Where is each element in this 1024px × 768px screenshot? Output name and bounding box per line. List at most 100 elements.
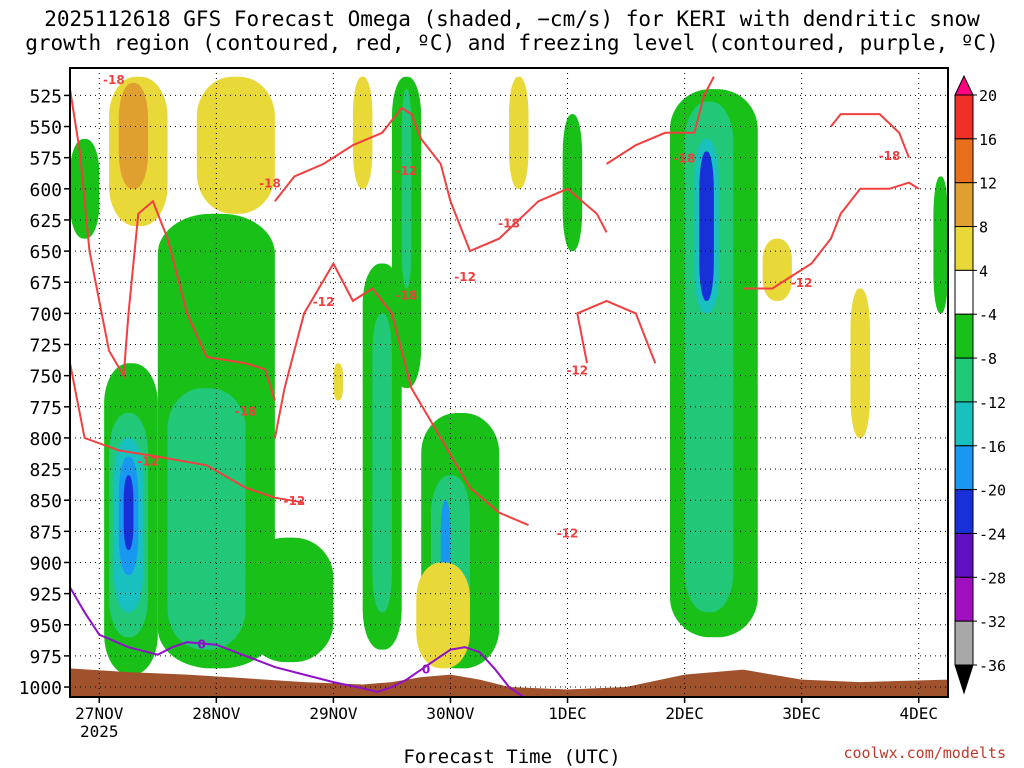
colorbar-band	[954, 313, 974, 359]
omega-region	[70, 138, 100, 239]
y-tick-label: 550	[29, 118, 62, 139]
y-tick-label: 625	[29, 211, 62, 232]
omega-region	[196, 76, 275, 214]
credit-text: coolwx.com/modelts	[843, 744, 1006, 762]
y-tick-label: 775	[29, 398, 62, 419]
colorbar-label: -12	[979, 394, 1006, 412]
contour-label: -18	[103, 73, 125, 87]
omega-region	[333, 363, 344, 401]
colorbar-band	[954, 489, 974, 534]
x-axis-label: Forecast Time (UTC)	[403, 746, 621, 768]
contour-label: -12	[557, 527, 579, 541]
y-tick-label: 950	[29, 616, 62, 637]
dgz-contour	[273, 261, 529, 527]
colorbar-label: 8	[979, 219, 988, 237]
colorbar-band	[954, 576, 974, 622]
colorbar-band	[954, 357, 974, 403]
contour-label: 0	[198, 637, 206, 651]
omega-region	[699, 151, 714, 301]
colorbar-label: -16	[979, 438, 1006, 456]
colorbar-label: -32	[979, 613, 1006, 631]
omega-region	[167, 388, 246, 650]
y-tick-label: 600	[29, 180, 62, 201]
y-tick-label: 975	[29, 647, 62, 668]
y-tick-label: 650	[29, 242, 62, 263]
omega-region	[118, 82, 149, 189]
colorbar-band	[954, 401, 974, 447]
dgz-contour	[830, 113, 910, 159]
x-tick-label: 29NOV	[309, 704, 358, 723]
omega-region	[850, 288, 870, 438]
colorbar-band	[954, 445, 974, 491]
colorbar-label: -8	[979, 350, 997, 368]
colorbar-label: 20	[979, 87, 997, 105]
omega-region	[762, 238, 792, 301]
omega-region	[352, 76, 373, 189]
colorbar-band	[954, 269, 974, 315]
omega-region	[933, 176, 948, 314]
omega-region	[416, 562, 470, 669]
colorbar-label: -20	[979, 482, 1006, 500]
plot-frame	[69, 67, 949, 698]
contour-label: -12	[284, 494, 306, 508]
y-tick-label: 875	[29, 522, 62, 543]
dgz-contour	[70, 363, 305, 504]
y-tick-label: 725	[29, 336, 62, 357]
omega-region	[372, 313, 392, 613]
contour-label: 0	[422, 662, 430, 676]
x-tick-year: 2025	[80, 722, 119, 741]
y-tick-label: 925	[29, 585, 62, 606]
colorbar-top-triangle	[954, 74, 974, 96]
freezing-level-contour	[70, 586, 525, 697]
contour-label: -18	[259, 177, 281, 191]
y-tick-label: 700	[29, 304, 62, 325]
colorbar-band	[954, 532, 974, 578]
contour-label: -18	[396, 289, 418, 303]
y-tick-label: 575	[29, 149, 62, 170]
contour-label: -18	[879, 149, 901, 163]
x-tick-label: 1DEC	[548, 704, 587, 723]
dgz-contour	[606, 76, 715, 165]
colorbar-label: -36	[979, 657, 1006, 675]
contour-label: -12	[454, 270, 476, 284]
colorbar-label: 16	[979, 131, 997, 149]
colorbar-band	[954, 138, 974, 184]
colorbar-band	[954, 226, 974, 271]
x-tick-label: 2DEC	[665, 704, 704, 723]
contour-label: -18	[498, 216, 520, 230]
colorbar-label: -28	[979, 569, 1006, 587]
terrain-fill	[70, 668, 948, 697]
contour-label: -18	[674, 152, 696, 166]
dgz-contour	[576, 299, 657, 364]
colorbar-label: 4	[979, 262, 988, 280]
x-tick-label: 27NOV	[75, 704, 124, 723]
colorbar-band	[954, 94, 974, 140]
y-tick-label: 675	[29, 273, 62, 294]
x-tick-label: 28NOV	[192, 704, 241, 723]
contour-label: -12	[566, 363, 588, 377]
x-tick-label: 4DEC	[899, 704, 938, 723]
colorbar-label: -24	[979, 525, 1006, 543]
contour-label: -12	[396, 164, 418, 178]
y-tick-label: 825	[29, 460, 62, 481]
y-tick-label: 900	[29, 553, 62, 574]
y-tick-label: 850	[29, 491, 62, 512]
y-tick-label: 1000	[19, 678, 62, 699]
y-tick-label: 800	[29, 429, 62, 450]
omega-region	[562, 114, 583, 252]
contour-label: -12	[137, 454, 159, 468]
chart-title-line1: 2025112618 GFS Forecast Omega (shaded, −…	[44, 7, 980, 31]
colorbar-band	[954, 620, 974, 666]
colorbar-label: 12	[979, 175, 997, 193]
omega-region	[123, 475, 134, 551]
omega-region	[245, 537, 334, 663]
contour-label: -18	[235, 405, 257, 419]
x-tick-label: 30NOV	[426, 704, 475, 723]
dgz-contour	[70, 89, 276, 401]
contour-label: -12	[313, 295, 335, 309]
colorbar-bottom-triangle	[954, 664, 974, 695]
dgz-contour	[743, 181, 920, 290]
colorbar-label: -4	[979, 306, 997, 324]
chart-title-line2: growth region (contoured, red, ºC) and f…	[25, 31, 999, 55]
